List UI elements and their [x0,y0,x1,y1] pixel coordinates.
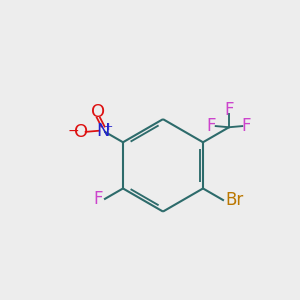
Text: −: − [68,124,80,138]
Text: +: + [104,122,113,133]
Text: F: F [224,101,234,119]
Text: O: O [74,123,88,141]
Text: O: O [91,103,105,121]
Text: F: F [207,117,216,135]
Text: F: F [93,190,103,208]
Text: F: F [242,117,251,135]
Text: N: N [96,122,110,140]
Text: Br: Br [226,191,244,209]
